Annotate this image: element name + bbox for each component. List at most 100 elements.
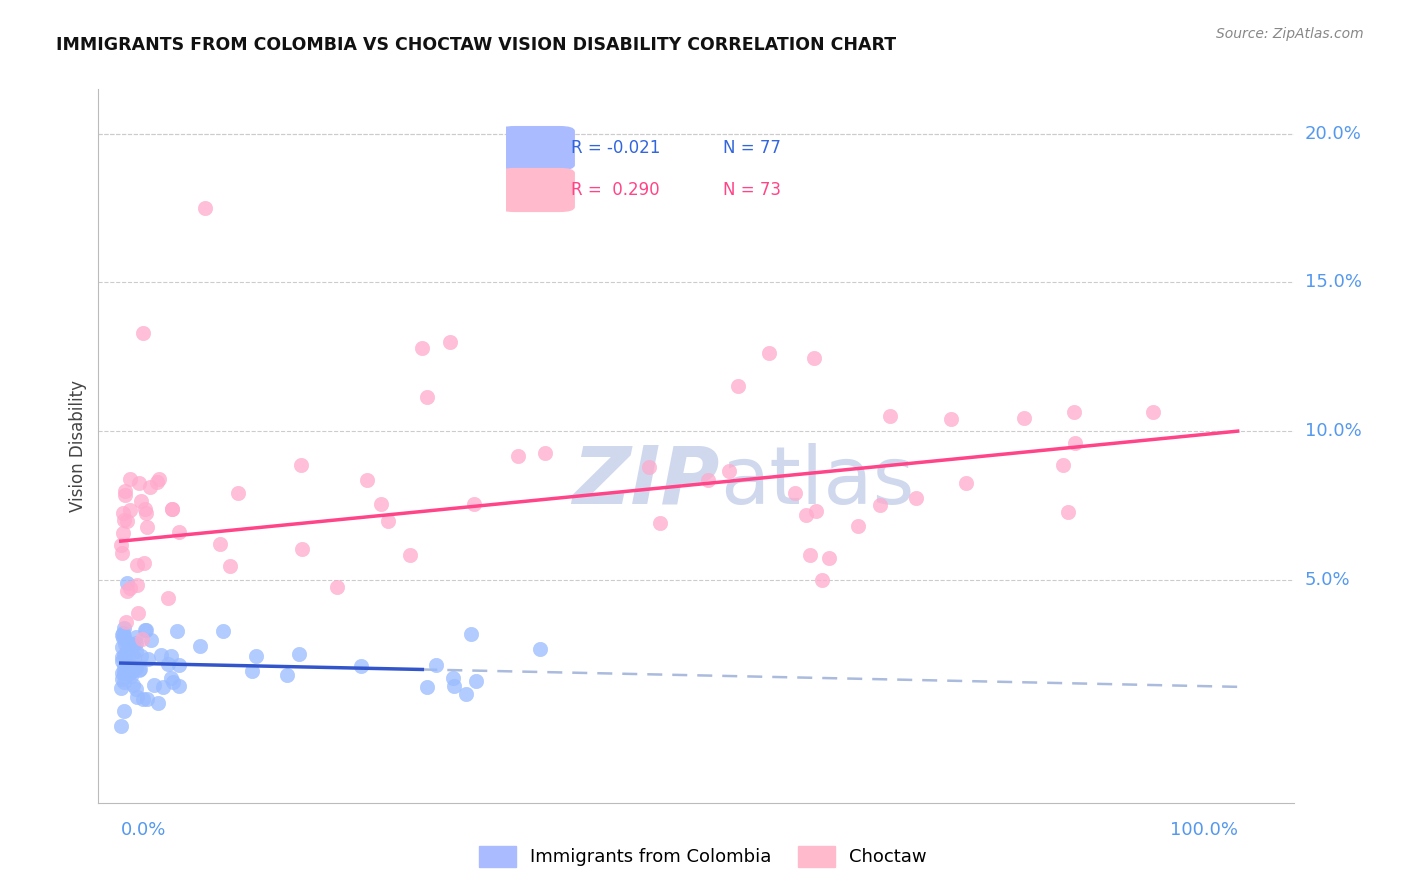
Point	[122, 651, 145, 665]
Point	[794, 508, 817, 522]
Point	[506, 450, 529, 464]
Point	[134, 623, 156, 637]
Point	[121, 639, 143, 653]
Point	[1142, 405, 1164, 419]
Text: Source: ZipAtlas.com: Source: ZipAtlas.com	[1216, 27, 1364, 41]
Point	[240, 664, 263, 678]
Point	[115, 657, 138, 672]
Text: 20.0%: 20.0%	[1305, 125, 1361, 143]
Point	[112, 666, 135, 681]
Point	[169, 658, 191, 673]
Point	[110, 666, 132, 681]
Point	[125, 578, 148, 592]
Point	[326, 580, 349, 594]
Point	[291, 542, 314, 557]
Point	[799, 548, 821, 562]
Point	[128, 663, 150, 677]
Point	[115, 575, 138, 590]
Point	[648, 516, 671, 530]
Point	[127, 558, 149, 572]
Point	[869, 499, 891, 513]
Legend: Immigrants from Colombia, Choctaw: Immigrants from Colombia, Choctaw	[472, 838, 934, 874]
Point	[125, 661, 148, 675]
Point	[148, 696, 170, 710]
Point	[138, 652, 160, 666]
Point	[356, 474, 378, 488]
Point	[146, 475, 169, 490]
Point	[411, 341, 433, 355]
Point	[117, 514, 139, 528]
Point	[115, 615, 138, 629]
Point	[122, 678, 145, 692]
Point	[904, 491, 927, 505]
Point	[1064, 435, 1087, 450]
Point	[463, 497, 485, 511]
Point	[159, 649, 181, 664]
Text: 15.0%: 15.0%	[1305, 274, 1361, 292]
Point	[441, 671, 464, 685]
Point	[111, 546, 134, 560]
Point	[245, 649, 267, 664]
Point	[290, 458, 312, 472]
Text: 10.0%: 10.0%	[1305, 422, 1361, 440]
Point	[112, 704, 135, 718]
Point	[112, 632, 135, 646]
Point	[1057, 505, 1080, 519]
Point	[135, 692, 157, 706]
Point	[717, 464, 740, 478]
Point	[120, 665, 142, 680]
Point	[117, 661, 139, 675]
Point	[638, 460, 661, 475]
Point	[160, 501, 183, 516]
Point	[138, 480, 160, 494]
Text: 0.0%: 0.0%	[121, 821, 166, 838]
Point	[120, 581, 142, 595]
Point	[425, 657, 447, 672]
Text: IMMIGRANTS FROM COLOMBIA VS CHOCTAW VISION DISABILITY CORRELATION CHART: IMMIGRANTS FROM COLOMBIA VS CHOCTAW VISI…	[56, 36, 897, 54]
Point	[112, 648, 135, 662]
Y-axis label: Vision Disability: Vision Disability	[69, 380, 87, 512]
Point	[120, 669, 142, 683]
Point	[112, 665, 135, 680]
Point	[169, 679, 191, 693]
Point	[454, 687, 477, 701]
Point	[112, 628, 135, 642]
Point	[132, 326, 155, 340]
Point	[817, 550, 839, 565]
Point	[162, 675, 184, 690]
Point	[135, 506, 157, 520]
Text: N = 73: N = 73	[723, 181, 780, 199]
Point	[806, 504, 828, 518]
Point	[110, 719, 132, 733]
Point	[111, 625, 134, 640]
Point	[115, 664, 138, 678]
Point	[129, 494, 152, 508]
Point	[697, 473, 720, 487]
Point	[114, 484, 136, 499]
Point	[110, 672, 132, 686]
Point	[212, 624, 235, 639]
Point	[416, 680, 439, 694]
Text: R = -0.021: R = -0.021	[571, 139, 661, 157]
Point	[1012, 411, 1035, 425]
Point	[125, 636, 148, 650]
Point	[879, 409, 901, 424]
Point	[132, 692, 155, 706]
Point	[111, 649, 134, 664]
Point	[111, 507, 134, 521]
Point	[127, 606, 149, 620]
Point	[121, 663, 143, 677]
Point	[114, 488, 136, 502]
Point	[465, 673, 488, 688]
Point	[112, 525, 135, 540]
Text: atlas: atlas	[720, 442, 914, 521]
Point	[1063, 405, 1085, 419]
Point	[160, 672, 183, 686]
Point	[350, 658, 373, 673]
Point	[276, 668, 298, 682]
Point	[460, 626, 482, 640]
Point	[439, 334, 461, 349]
Point	[803, 351, 825, 365]
Text: ZIP: ZIP	[572, 442, 720, 521]
Point	[529, 642, 551, 657]
